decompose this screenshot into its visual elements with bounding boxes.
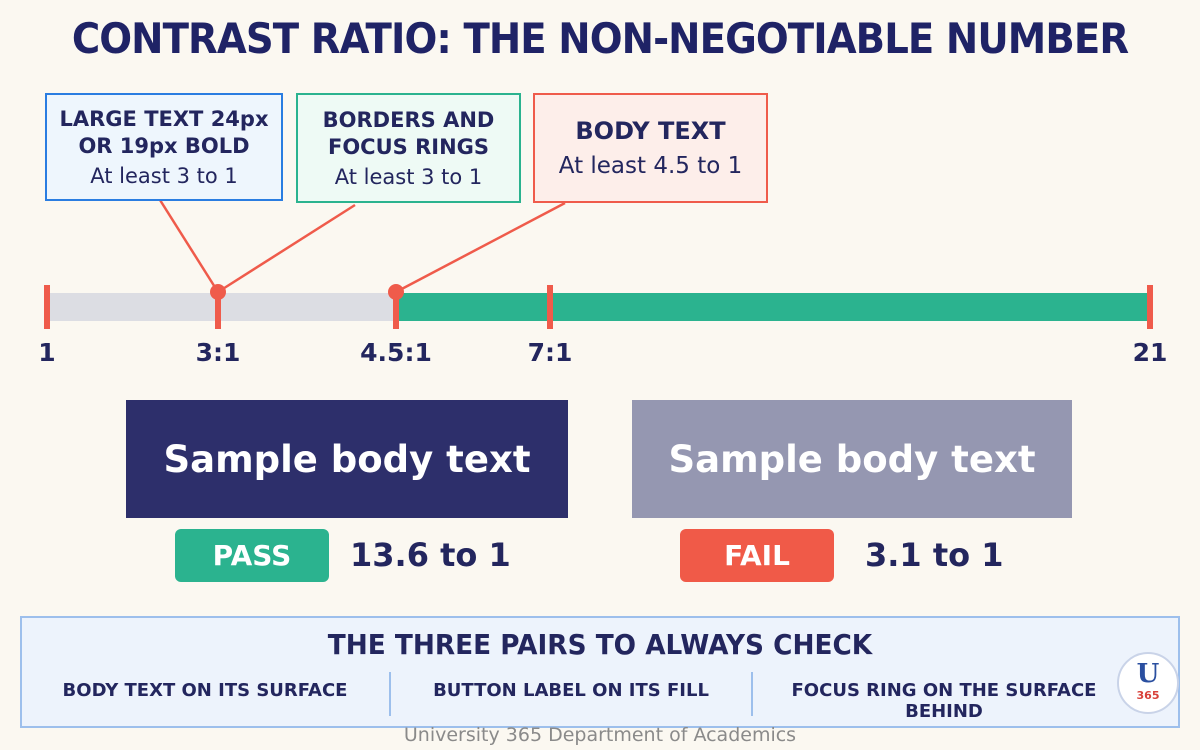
checklist-panel xyxy=(20,616,1180,728)
scale-label: 21 xyxy=(1132,338,1168,367)
ratio: 13.6 to 1 xyxy=(350,536,511,574)
scale-label: 1 xyxy=(38,338,56,367)
footer: University 365 Department of Academics xyxy=(403,724,797,746)
callout: BORDERS AND FOCUS RINGS At least 3 to 1 xyxy=(296,93,521,203)
callout-detail: At least 4.5 to 1 xyxy=(558,152,743,179)
logo-letter: U xyxy=(1136,659,1160,689)
scale-label: 7:1 xyxy=(527,338,573,367)
sample-fail: Sample body text xyxy=(632,400,1072,518)
title: CONTRAST RATIO: THE NON-NEGOTIABLE NUMBE… xyxy=(71,14,1129,63)
checklist-title: THE THREE PAIRS TO ALWAYS CHECK xyxy=(327,628,873,661)
callout-heading: BORDERS AND xyxy=(322,108,495,132)
ratio: 3.1 to 1 xyxy=(865,536,1004,574)
pass-badge: PASS xyxy=(175,529,329,582)
divider xyxy=(389,672,391,716)
sample-pass: Sample body text xyxy=(126,400,568,518)
checklist-item: BODY TEXT ON ITS SURFACE xyxy=(62,680,348,701)
checklist-item: BUTTON LABEL ON ITS FILL xyxy=(433,680,709,701)
callout-heading: FOCUS RINGS xyxy=(327,135,490,159)
logo: U 365 xyxy=(1117,652,1179,714)
callout: BODY TEXT At least 4.5 to 1 xyxy=(533,93,768,203)
scale-graphic xyxy=(44,199,1153,329)
logo-number: 365 xyxy=(1136,689,1160,702)
callout-heading: OR 19px BOLD xyxy=(78,134,250,158)
scale-label: 3:1 xyxy=(195,338,241,367)
callout-heading: BODY TEXT xyxy=(575,116,726,145)
fail-badge: FAIL xyxy=(680,529,834,582)
checklist-item: FOCUS RING ON THE SURFACE BEHIND xyxy=(791,680,1097,722)
callout-detail: At least 3 to 1 xyxy=(334,165,483,189)
scale-label: 4.5:1 xyxy=(360,338,432,367)
callout-heading: LARGE TEXT 24px xyxy=(59,107,269,131)
divider xyxy=(751,672,753,716)
callout-detail: At least 3 to 1 xyxy=(90,164,238,188)
callout: LARGE TEXT 24px OR 19px BOLD At least 3 … xyxy=(45,93,283,201)
